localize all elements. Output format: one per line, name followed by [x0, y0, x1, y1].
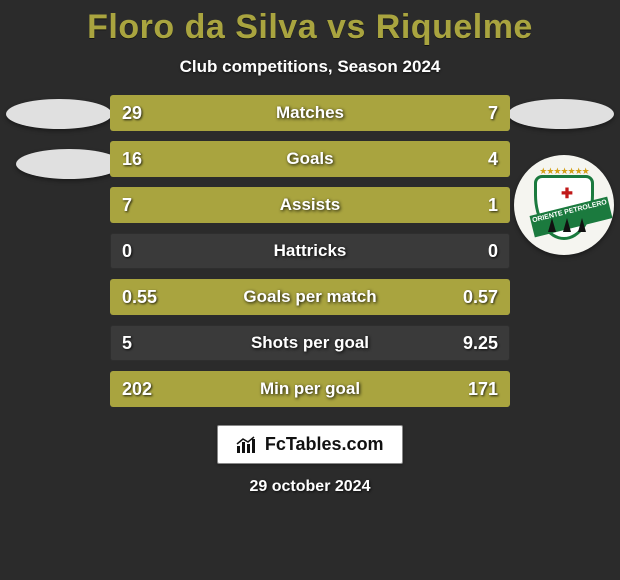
shield-icon: ★★★★★★★ ✚ ORIENTE PETROLERO — [534, 170, 594, 240]
footer: FcTables.com 29 october 2024 — [0, 425, 620, 496]
stat-row: 0.550.57Goals per match — [110, 279, 510, 315]
stat-bars: 297Matches164Goals71Assists00Hattricks0.… — [110, 95, 510, 417]
header: Floro da Silva vs Riquelme Club competit… — [0, 0, 620, 77]
stat-label: Hattricks — [110, 233, 510, 269]
player-left-placeholder-2 — [16, 149, 122, 179]
stat-row: 59.25Shots per goal — [110, 325, 510, 361]
stat-row: 297Matches — [110, 95, 510, 131]
stat-row: 0 0Hattricks — [110, 233, 510, 269]
bar-fill-left — [110, 187, 462, 223]
club-badge-right: ★★★★★★★ ✚ ORIENTE PETROLERO — [514, 155, 614, 255]
stat-value-right: 171 — [456, 371, 510, 407]
brand-text: FcTables.com — [265, 434, 384, 455]
player-left-placeholder-1 — [6, 99, 112, 129]
footer-date: 29 october 2024 — [0, 478, 620, 496]
stat-value-right: 4 — [476, 141, 510, 177]
stat-value-left: 0 — [110, 233, 144, 269]
stat-value-left: 5 — [110, 325, 144, 361]
stat-value-right: 7 — [476, 95, 510, 131]
chart-icon — [236, 436, 256, 454]
stat-value-right: 9.25 — [451, 325, 510, 361]
stat-value-right: 1 — [476, 187, 510, 223]
player-right-placeholder — [508, 99, 614, 129]
bar-fill-left — [110, 95, 434, 131]
brand-box: FcTables.com — [217, 425, 402, 464]
stat-row: 164Goals — [110, 141, 510, 177]
comparison-stage: ★★★★★★★ ✚ ORIENTE PETROLERO 297Matches16… — [0, 95, 620, 535]
stat-row: 202171Min per goal — [110, 371, 510, 407]
stat-row: 71Assists — [110, 187, 510, 223]
bar-fill-left — [110, 141, 430, 177]
stat-value-right: 0 — [476, 233, 510, 269]
stat-value-left: 16 — [110, 141, 154, 177]
stat-value-left: 29 — [110, 95, 154, 131]
stat-value-right: 0.57 — [451, 279, 510, 315]
page-subtitle: Club competitions, Season 2024 — [0, 57, 620, 77]
stat-value-left: 7 — [110, 187, 144, 223]
stat-value-left: 202 — [110, 371, 164, 407]
stat-value-left: 0.55 — [110, 279, 169, 315]
page-title: Floro da Silva vs Riquelme — [0, 8, 620, 47]
